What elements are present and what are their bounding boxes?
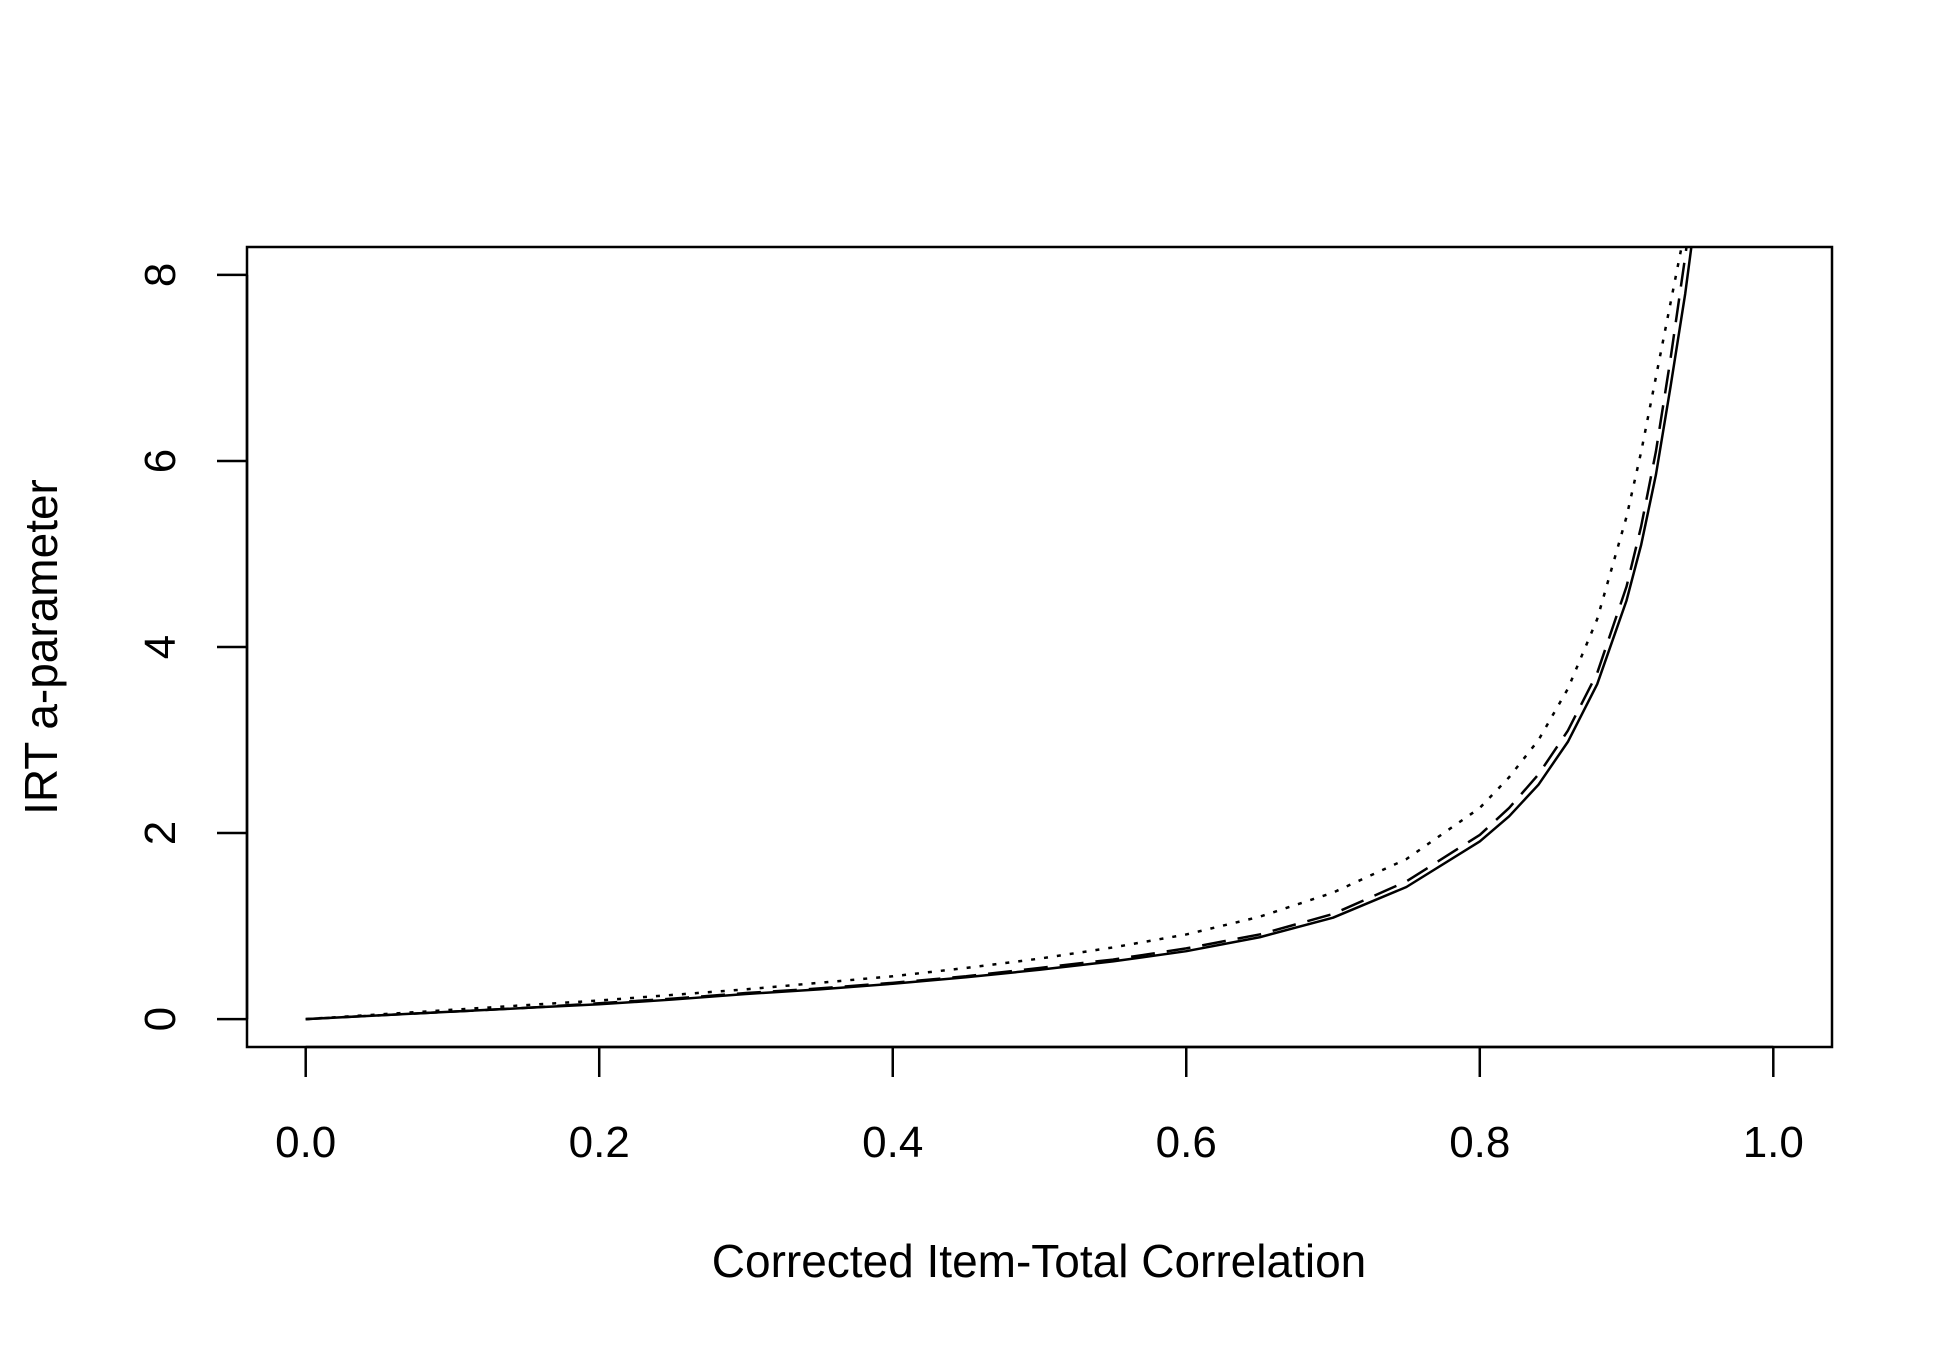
- x-axis: 0.0 0.2 0.4 0.6 0.8 1.0: [275, 1045, 1804, 1167]
- x-axis-title: Corrected Item-Total Correlation: [712, 1235, 1366, 1287]
- x-tick-label: 1.0: [1743, 1118, 1804, 1167]
- x-tick-label: 0.6: [1156, 1118, 1217, 1167]
- plot-frame: [245, 245, 1834, 1049]
- y-tick-label: 0: [136, 1007, 185, 1031]
- x-tick-label: 0.2: [569, 1118, 630, 1167]
- y-tick-label: 6: [136, 449, 185, 473]
- x-tick-label: 0.4: [862, 1118, 923, 1167]
- y-tick-label: 4: [136, 635, 185, 659]
- series-line-dotted: [305, 247, 1683, 1021]
- series-line-dashed: [305, 247, 1688, 1021]
- series-layer: [305, 247, 1693, 1021]
- series-line-solid: [305, 247, 1693, 1021]
- y-axis-title: IRT a-parameter: [15, 479, 67, 815]
- x-tick-label: 0.8: [1449, 1118, 1510, 1167]
- x-tick-label: 0.0: [275, 1118, 336, 1167]
- y-tick-label: 2: [136, 821, 185, 845]
- y-tick-label: 8: [136, 263, 185, 287]
- y-axis: 0 2 4 6 8: [136, 263, 249, 1031]
